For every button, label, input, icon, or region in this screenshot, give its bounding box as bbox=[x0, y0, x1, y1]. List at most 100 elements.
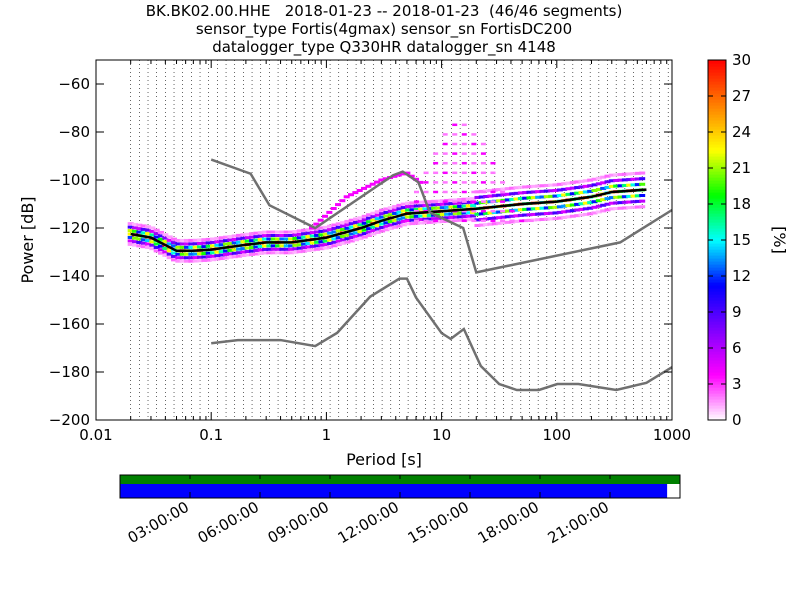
histogram-cell bbox=[561, 215, 568, 219]
histogram-cell bbox=[426, 207, 433, 211]
histogram-cell bbox=[444, 216, 451, 220]
colorbar-segment bbox=[708, 225, 726, 229]
histogram-cell bbox=[270, 251, 277, 255]
histogram-cell bbox=[452, 201, 459, 205]
histogram-cell bbox=[423, 171, 429, 175]
histogram-cell bbox=[171, 251, 178, 255]
histogram-cell bbox=[353, 234, 360, 238]
colorbar-tick-label: 18 bbox=[732, 195, 751, 213]
histogram-cell bbox=[530, 212, 537, 216]
histogram-cell bbox=[487, 217, 494, 221]
histogram-cell bbox=[480, 200, 486, 203]
colorbar-tick-label: 3 bbox=[732, 375, 742, 393]
histogram-cell bbox=[543, 189, 550, 193]
colorbar-segment bbox=[708, 183, 726, 187]
histogram-cell bbox=[370, 225, 377, 229]
colorbar-segment bbox=[708, 63, 726, 67]
histogram-cell bbox=[383, 210, 390, 214]
histogram-cell bbox=[305, 242, 312, 246]
histogram-cell bbox=[509, 214, 516, 218]
y-tick-label: −200 bbox=[49, 411, 90, 429]
histogram-cell bbox=[292, 250, 299, 254]
histogram-cell bbox=[374, 230, 381, 234]
histogram-cell bbox=[244, 253, 251, 257]
colorbar-segment bbox=[708, 261, 726, 265]
histogram-cell bbox=[496, 221, 503, 225]
histogram-cell bbox=[197, 252, 204, 256]
histogram-cell bbox=[543, 195, 550, 199]
histogram-cell bbox=[630, 205, 637, 209]
histogram-cell bbox=[353, 217, 360, 221]
histogram-cell bbox=[519, 219, 525, 223]
histogram-cell bbox=[296, 229, 303, 233]
histogram-cell bbox=[366, 227, 373, 231]
colorbar-segment bbox=[708, 87, 726, 91]
histogram-cell bbox=[197, 259, 204, 263]
histogram-cell bbox=[474, 195, 481, 199]
histogram-cell bbox=[383, 221, 390, 225]
histogram-cell bbox=[461, 133, 467, 136]
nlnm-curve bbox=[211, 277, 673, 392]
histogram-cell bbox=[340, 221, 347, 225]
histogram-cell bbox=[192, 252, 199, 256]
histogram-cell bbox=[405, 222, 412, 226]
histogram-cell bbox=[127, 239, 134, 243]
histogram-cell bbox=[158, 248, 165, 252]
histogram-cell bbox=[509, 192, 516, 196]
histogram-cell bbox=[374, 224, 381, 228]
histogram-cell bbox=[496, 188, 503, 192]
histogram-cell bbox=[413, 219, 419, 223]
histogram-cell bbox=[296, 250, 303, 254]
histogram-cell bbox=[313, 222, 320, 226]
histogram-cell bbox=[587, 212, 594, 216]
histogram-cell bbox=[205, 241, 212, 245]
histogram-cell bbox=[327, 245, 334, 249]
histogram-cell bbox=[487, 194, 494, 198]
histogram-cell bbox=[369, 182, 376, 186]
histogram-cell bbox=[327, 231, 334, 235]
histogram-cell bbox=[227, 248, 234, 252]
histogram-cell bbox=[565, 204, 572, 208]
histogram-cell bbox=[175, 256, 182, 260]
histogram-cell bbox=[530, 184, 537, 188]
histogram-cell bbox=[404, 219, 410, 223]
colorbar-tick-label: 15 bbox=[732, 231, 751, 249]
histogram-cell bbox=[327, 241, 334, 245]
colorbar-segment bbox=[708, 189, 726, 193]
histogram-cell bbox=[357, 233, 364, 237]
histogram-cell bbox=[565, 187, 572, 191]
histogram-cell bbox=[431, 220, 438, 224]
histogram-cell bbox=[530, 196, 537, 200]
histogram-cell bbox=[417, 180, 424, 184]
histogram-cell bbox=[361, 228, 368, 232]
histogram-cell bbox=[162, 246, 169, 250]
time-tick-label: 15:00:00 bbox=[405, 498, 472, 547]
histogram-cell bbox=[452, 190, 458, 194]
histogram-cell bbox=[595, 199, 602, 203]
histogram-cell bbox=[231, 248, 238, 252]
histogram-cell bbox=[470, 197, 477, 201]
histogram-cell bbox=[296, 232, 303, 236]
histogram-cell bbox=[530, 218, 537, 222]
histogram-cell bbox=[379, 212, 386, 216]
histogram-cell bbox=[444, 205, 451, 209]
histogram-cell bbox=[335, 222, 342, 226]
histogram-cell bbox=[366, 216, 373, 220]
histogram-cell bbox=[340, 234, 347, 238]
colorbar-segment bbox=[708, 165, 726, 169]
colorbar-segment bbox=[708, 360, 726, 364]
colorbar-segment bbox=[708, 132, 726, 136]
histogram-cell bbox=[409, 215, 416, 219]
histogram-cell bbox=[480, 161, 486, 165]
histogram-cell bbox=[543, 206, 550, 210]
histogram-cell bbox=[179, 252, 186, 256]
colorbar-gradient bbox=[708, 60, 726, 421]
colorbar-segment bbox=[708, 231, 726, 235]
histogram-cell bbox=[140, 238, 147, 242]
histogram-cell bbox=[309, 231, 316, 235]
histogram-cell bbox=[483, 189, 490, 193]
x-tick-label: 0.1 bbox=[199, 426, 223, 444]
histogram-cell bbox=[387, 209, 394, 213]
histogram-cell bbox=[500, 181, 506, 184]
histogram-cell bbox=[353, 231, 360, 235]
